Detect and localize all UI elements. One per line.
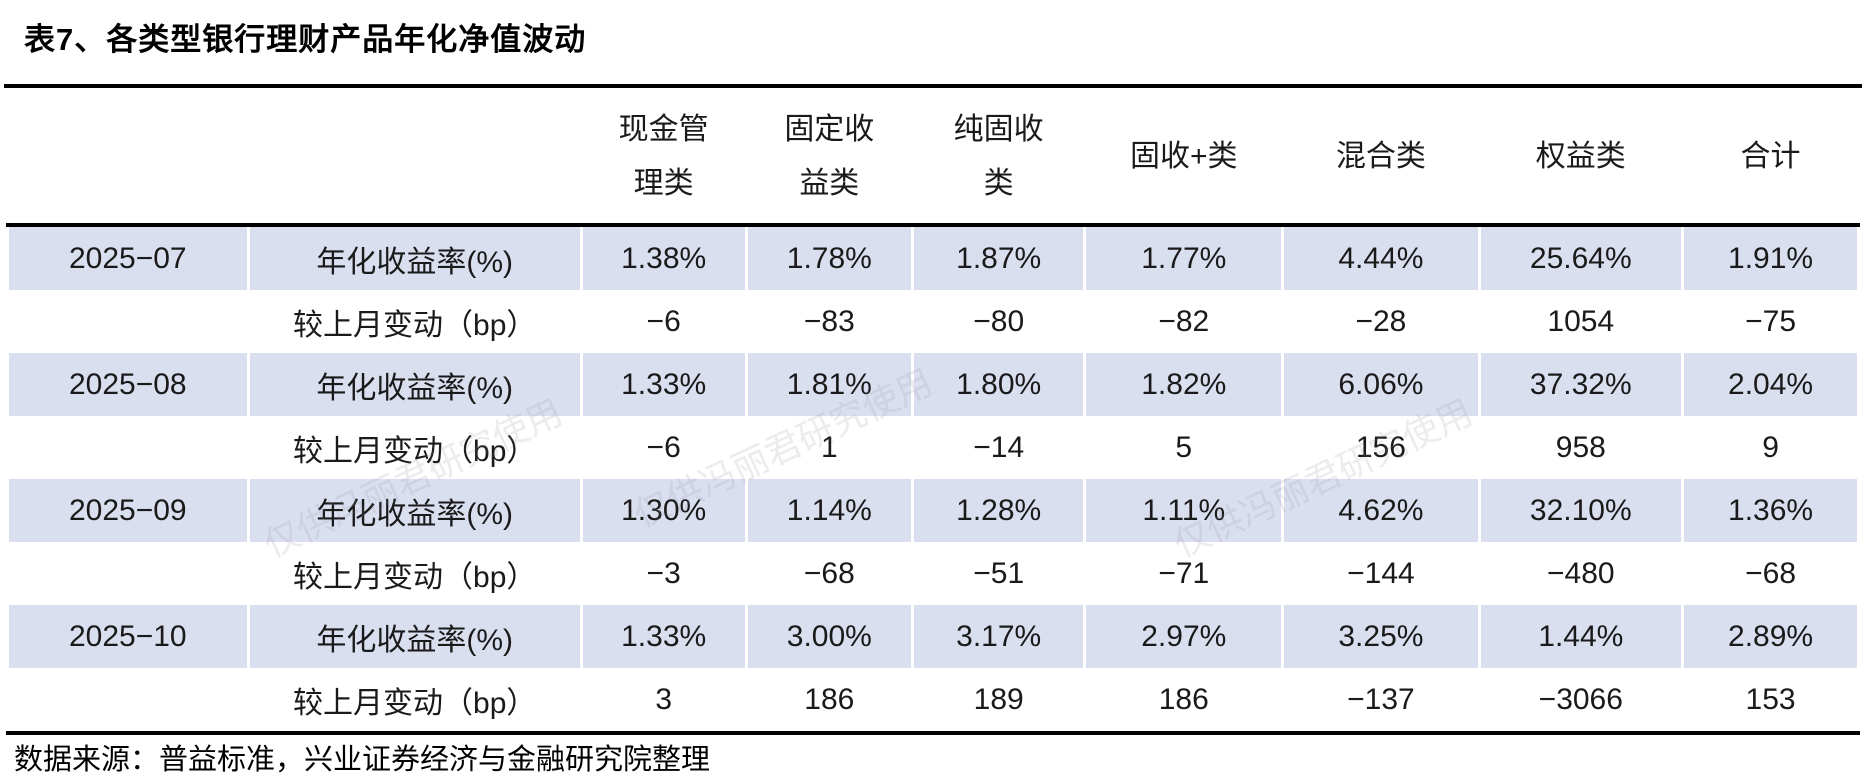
value-cell: −6 (579, 416, 748, 479)
value-cell: 1.81% (744, 353, 915, 416)
value-cell: −75 (1681, 290, 1860, 353)
value-cell: 1.91% (1681, 225, 1860, 290)
value-cell: 1054 (1477, 290, 1685, 353)
value-cell: 1 (744, 416, 915, 479)
date-cell: 2025−07 (6, 225, 250, 290)
value-cell: −14 (911, 416, 1087, 479)
value-cell: 153 (1681, 668, 1860, 733)
value-cell: 2.89% (1681, 605, 1860, 668)
value-cell: 1.11% (1083, 479, 1285, 542)
table-header-row: 现金管 理类 固定收 益类 纯固收 类 固收+类 混合类 权益类 合计 (7, 90, 1859, 225)
date-cell: 2025−10 (6, 605, 250, 668)
value-cell: 1.82% (1083, 353, 1285, 416)
value-cell: 2.97% (1083, 605, 1285, 668)
metric-cell: 较上月变动（bp） (246, 290, 583, 353)
column-header-equity: 权益类 (1535, 139, 1626, 173)
value-cell: 25.64% (1477, 225, 1685, 290)
net-value-fluctuation-table: 现金管 理类 固定收 益类 纯固收 类 固收+类 混合类 权益类 合计 2025… (6, 90, 1860, 735)
top-rule (4, 84, 1862, 88)
value-cell: 3.25% (1281, 605, 1481, 668)
value-cell: −80 (911, 290, 1087, 353)
data-source-note: 数据来源：普益标准，兴业证券经济与金融研究院整理 (14, 744, 711, 776)
value-cell: 4.62% (1281, 479, 1481, 542)
value-cell: −144 (1281, 542, 1481, 605)
value-cell: 1.44% (1477, 605, 1685, 668)
table-row: 较上月变动（bp） −6 −83 −80 −82 −28 1054 −75 (6, 290, 1860, 353)
column-header-fixed-income-plus: 固收+类 (1130, 139, 1238, 173)
value-cell: 3 (579, 668, 748, 733)
value-cell: −480 (1477, 542, 1685, 605)
value-cell: −3066 (1477, 668, 1685, 733)
metric-cell: 年化收益率(%) (246, 479, 583, 542)
value-cell: 1.28% (911, 479, 1087, 542)
metric-cell: 较上月变动（bp） (246, 542, 583, 605)
value-cell: 189 (911, 668, 1087, 733)
table-title: 表7、各类型银行理财产品年化净值波动 (24, 22, 587, 57)
value-cell: −28 (1281, 290, 1481, 353)
column-header-cash-management: 现金管 理类 (618, 112, 709, 200)
column-header-mixed: 混合类 (1335, 139, 1426, 173)
value-cell: 1.14% (744, 479, 915, 542)
value-cell: 6.06% (1281, 353, 1481, 416)
date-cell (6, 668, 250, 733)
value-cell: 186 (1083, 668, 1285, 733)
value-cell: −6 (579, 290, 748, 353)
value-cell: 186 (744, 668, 915, 733)
value-cell: 1.80% (911, 353, 1087, 416)
metric-cell: 年化收益率(%) (246, 605, 583, 668)
column-header-fixed-income: 固定收 益类 (784, 112, 875, 200)
date-cell (6, 290, 250, 353)
value-cell: 2.04% (1681, 353, 1860, 416)
metric-cell: 较上月变动（bp） (246, 668, 583, 733)
table-row: 较上月变动（bp） −3 −68 −51 −71 −144 −480 −68 (6, 542, 1860, 605)
value-cell: 958 (1477, 416, 1685, 479)
table-row: 2025−08 年化收益率(%) 1.33% 1.81% 1.80% 1.82% 6.06%… (6, 353, 1860, 416)
value-cell: −51 (911, 542, 1087, 605)
value-cell: 3.17% (911, 605, 1087, 668)
date-cell: 2025−09 (6, 479, 250, 542)
value-cell: 156 (1281, 416, 1481, 479)
metric-cell: 年化收益率(%) (246, 353, 583, 416)
value-cell: −3 (579, 542, 748, 605)
value-cell: 1.30% (579, 479, 748, 542)
value-cell: −82 (1083, 290, 1285, 353)
value-cell: 32.10% (1477, 479, 1685, 542)
column-header-total: 合计 (1740, 139, 1801, 173)
table-row: 2025−10 年化收益率(%) 1.33% 3.00% 3.17% 2.97% 3.25%… (6, 605, 1860, 668)
date-cell (6, 416, 250, 479)
value-cell: 1.36% (1681, 479, 1860, 542)
column-header-date (8, 90, 249, 225)
value-cell: −68 (744, 542, 915, 605)
value-cell: 1.87% (911, 225, 1087, 290)
date-cell (6, 542, 250, 605)
value-cell: −71 (1083, 542, 1285, 605)
column-header-metric (248, 90, 581, 225)
value-cell: 5 (1083, 416, 1285, 479)
value-cell: 1.38% (579, 225, 748, 290)
value-cell: 1.33% (579, 605, 748, 668)
table-row: 较上月变动（bp） 3 186 189 186 −137 −3066 153 (6, 668, 1860, 733)
value-cell: 9 (1681, 416, 1860, 479)
table-row: 较上月变动（bp） −6 1 −14 5 156 958 9 (6, 416, 1860, 479)
table-row: 2025−07 年化收益率(%) 1.38% 1.78% 1.87% 1.77% 4.44%… (6, 225, 1860, 290)
value-cell: −83 (744, 290, 915, 353)
column-header-pure-fixed-income: 纯固收 类 (953, 112, 1044, 200)
date-cell: 2025−08 (6, 353, 250, 416)
table-row: 2025−09 年化收益率(%) 1.30% 1.14% 1.28% 1.11% 4.62%… (6, 479, 1860, 542)
value-cell: 1.78% (744, 225, 915, 290)
value-cell: 4.44% (1281, 225, 1481, 290)
metric-cell: 较上月变动（bp） (246, 416, 583, 479)
value-cell: −137 (1281, 668, 1481, 733)
metric-cell: 年化收益率(%) (246, 225, 583, 290)
value-cell: 37.32% (1477, 353, 1685, 416)
value-cell: −68 (1681, 542, 1860, 605)
value-cell: 3.00% (744, 605, 915, 668)
value-cell: 1.77% (1083, 225, 1285, 290)
value-cell: 1.33% (579, 353, 748, 416)
